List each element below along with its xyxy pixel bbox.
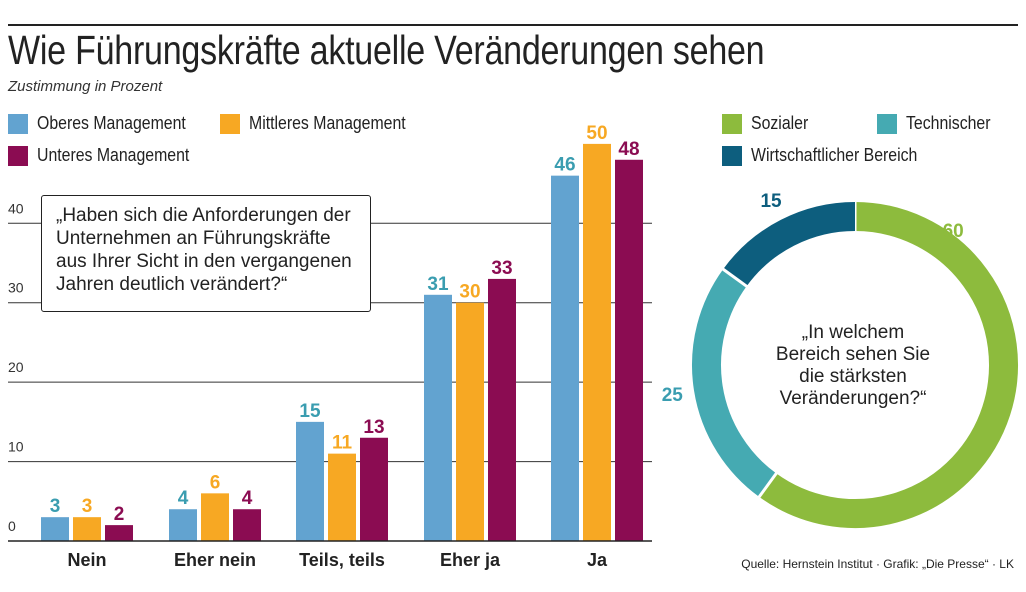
legend-label: Mittleres Management xyxy=(249,113,406,133)
bar-value-label: 30 xyxy=(459,282,480,303)
legend-item-mittleres-management: Mittleres Management xyxy=(220,113,427,134)
legend-swatch xyxy=(8,145,28,166)
bar-value-label: 11 xyxy=(332,433,353,454)
bar xyxy=(41,517,69,541)
legend-label: Sozialer xyxy=(751,113,809,133)
bar xyxy=(296,421,324,541)
bar-value-label: 6 xyxy=(210,472,221,493)
bar-value-label: 31 xyxy=(427,274,449,295)
bar xyxy=(488,278,516,541)
y-tick-label: 40 xyxy=(8,200,24,216)
category-label: Ja xyxy=(587,550,608,570)
bar xyxy=(105,525,133,541)
bar-value-label: 4 xyxy=(178,488,189,509)
bar xyxy=(233,509,261,541)
chart-title: Wie Führungskräfte aktuelle Veränderunge… xyxy=(8,27,765,73)
y-tick-label: 10 xyxy=(8,439,24,455)
legend-swatch xyxy=(8,113,28,134)
chart-subtitle: Zustimmung in Prozent xyxy=(8,78,163,95)
bar xyxy=(328,453,356,541)
legend-label: Technischer xyxy=(906,113,991,133)
bar-value-label: 33 xyxy=(491,258,512,279)
bar xyxy=(551,175,579,541)
bar-value-label: 3 xyxy=(82,496,93,517)
legend-item-sozialer: Sozialer xyxy=(722,113,816,134)
slice-value-label: 60 xyxy=(943,221,964,242)
bar xyxy=(201,493,229,541)
legend-label: Unteres Management xyxy=(37,145,190,165)
legend-label: Oberes Management xyxy=(37,113,186,133)
donut-question: „In welchem Bereich sehen Sie die stärkste… xyxy=(776,322,930,409)
y-tick-label: 0 xyxy=(8,518,16,534)
donut-slice xyxy=(759,202,1018,528)
slice-separator xyxy=(721,267,749,289)
bar xyxy=(360,437,388,541)
legend-item-wirtschaftlicher-bereich: Wirtschaftlicher Bereich xyxy=(722,145,940,166)
bar xyxy=(456,302,484,541)
legend-item-oberes-management: Oberes Management xyxy=(8,113,206,134)
bar-value-label: 4 xyxy=(242,488,253,509)
bar xyxy=(583,143,611,541)
donut-slice xyxy=(692,269,777,497)
bar xyxy=(73,517,101,541)
bar-value-label: 13 xyxy=(363,417,384,438)
legend-item-technischer: Technischer xyxy=(877,113,1002,134)
category-label: Eher nein xyxy=(174,550,256,570)
bar-value-label: 2 xyxy=(114,504,125,525)
bar-value-label: 48 xyxy=(618,139,639,160)
y-tick-label: 30 xyxy=(8,280,24,296)
slice-separator xyxy=(757,471,779,499)
legend-item-unteres-management: Unteres Management xyxy=(8,145,210,166)
y-tick-label: 20 xyxy=(8,359,24,375)
legend-swatch xyxy=(722,145,742,166)
legend-swatch xyxy=(877,113,897,134)
top-rule xyxy=(8,24,1018,26)
category-label: Teils, teils xyxy=(299,550,385,570)
legend-swatch xyxy=(722,113,742,134)
bar-question-box: „Haben sich die Anforderungen der Untern… xyxy=(41,195,371,312)
bar-value-label: 46 xyxy=(554,155,575,176)
source-credit: Quelle: Hernstein Institut · Grafik: „Di… xyxy=(741,557,1014,571)
legend-label: Wirtschaftlicher Bereich xyxy=(751,145,918,165)
bar-value-label: 3 xyxy=(50,496,61,517)
category-label: Eher ja xyxy=(440,550,501,570)
bar xyxy=(169,509,197,541)
bar xyxy=(424,294,452,541)
category-label: Nein xyxy=(67,550,106,570)
bar-value-label: 50 xyxy=(586,123,607,144)
slice-value-label: 15 xyxy=(760,191,782,212)
donut-slice xyxy=(723,202,856,287)
bar-value-label: 15 xyxy=(299,401,321,422)
legend-swatch xyxy=(220,113,240,134)
bar xyxy=(615,159,643,541)
